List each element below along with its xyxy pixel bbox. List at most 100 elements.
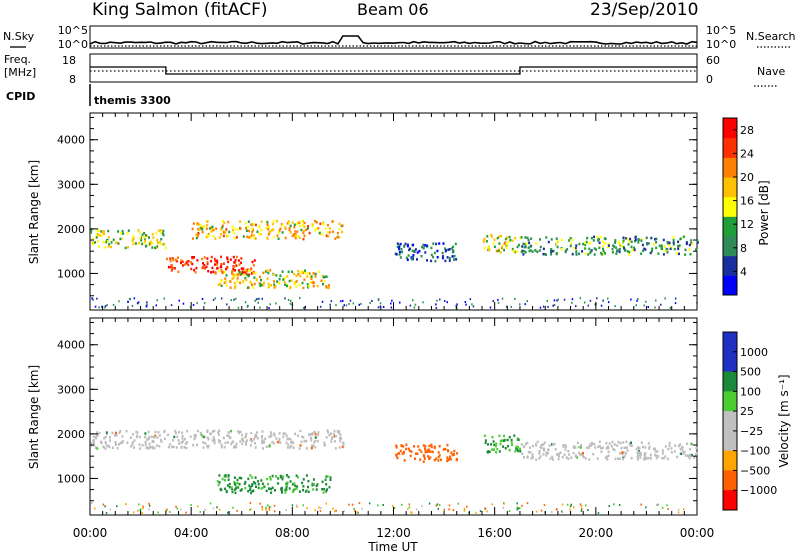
data-cell (592, 452, 595, 456)
data-cell (282, 278, 285, 281)
data-cell (203, 225, 206, 228)
data-cell (607, 243, 610, 246)
data-cell (150, 241, 152, 245)
data-cell (487, 246, 490, 249)
noise-speckle (343, 510, 345, 513)
data-cell (227, 478, 230, 481)
noise-speckle (368, 502, 371, 505)
noise-speckle (457, 502, 459, 505)
data-cell (614, 457, 617, 461)
noise-speckle (267, 504, 269, 507)
data-cell (220, 488, 223, 492)
data-cell (490, 233, 493, 237)
data-cell (314, 436, 317, 439)
data-cell (279, 441, 282, 445)
data-cell (520, 250, 523, 254)
noise-speckle (465, 303, 467, 306)
data-cell (310, 446, 313, 450)
data-cell (185, 446, 188, 450)
noise-speckle (259, 502, 261, 505)
data-cell (444, 249, 447, 252)
data-cell (328, 227, 331, 230)
noise-speckle (607, 301, 610, 304)
data-cell (127, 246, 129, 249)
data-cell (430, 246, 433, 250)
data-cell (211, 266, 214, 270)
data-cell (526, 455, 529, 458)
data-cell (285, 474, 288, 477)
data-cell (261, 430, 264, 433)
noise-speckle (489, 306, 492, 309)
data-cell (225, 284, 228, 287)
noise-speckle (581, 508, 583, 510)
noise-speckle (382, 504, 384, 506)
y-tick-label: 4000 (57, 134, 85, 147)
data-cell (200, 433, 203, 437)
noise-speckle (435, 504, 437, 507)
data-cell (92, 435, 95, 438)
power-heatmap (90, 219, 699, 309)
data-cell (264, 270, 267, 273)
data-cell (247, 274, 250, 278)
noise-speckle (614, 305, 616, 308)
noise-speckle (302, 504, 304, 507)
data-cell (307, 272, 309, 275)
data-cell (233, 261, 236, 264)
data-cell (325, 475, 328, 478)
data-cell (220, 228, 223, 231)
data-cell (148, 442, 151, 446)
data-cell (243, 273, 246, 276)
data-cell (593, 247, 596, 250)
data-cell (398, 246, 401, 249)
noise-speckle (256, 298, 259, 301)
data-cell (246, 286, 249, 289)
data-cell (244, 268, 247, 272)
data-cell (642, 249, 645, 253)
data-cell (635, 447, 638, 451)
data-cell (399, 449, 402, 453)
data-cell (174, 431, 177, 435)
data-cell (196, 429, 199, 433)
noise-speckle (139, 509, 142, 512)
data-cell (255, 485, 257, 488)
noise-speckle (492, 300, 494, 303)
data-cell (291, 490, 294, 494)
noise-speckle (325, 502, 327, 505)
data-cell (143, 242, 146, 245)
x-tick-label: 08:00 (275, 526, 310, 540)
data-cell (289, 446, 292, 449)
noise-speckle (377, 299, 380, 302)
noise-speckle (105, 512, 108, 514)
data-cell (221, 226, 224, 229)
data-cell (540, 446, 543, 450)
noise-speckle (390, 302, 392, 305)
power-colorbar-segment (723, 196, 737, 217)
data-cell (279, 227, 282, 230)
data-cell (294, 230, 297, 233)
data-cell (341, 230, 344, 234)
data-cell (441, 256, 444, 260)
data-cell (210, 259, 213, 263)
data-cell (130, 436, 132, 439)
data-cell (668, 444, 671, 448)
data-cell (498, 235, 500, 239)
data-cell (630, 245, 633, 249)
data-cell (528, 241, 531, 245)
data-cell (539, 455, 542, 458)
data-cell (559, 451, 562, 454)
data-cell (297, 272, 300, 276)
data-cell (289, 438, 292, 441)
data-cell (681, 446, 684, 449)
data-cell (248, 484, 251, 487)
data-cell (412, 255, 415, 259)
cpid-label: CPID (6, 90, 35, 103)
data-cell (292, 441, 295, 445)
data-cell (311, 432, 314, 435)
data-cell (310, 439, 313, 442)
data-cell (138, 435, 141, 439)
noise-speckle (516, 506, 519, 509)
data-cell (207, 232, 210, 236)
noise-speckle (600, 304, 603, 307)
noise-speckle (314, 509, 316, 512)
data-cell (260, 436, 263, 439)
